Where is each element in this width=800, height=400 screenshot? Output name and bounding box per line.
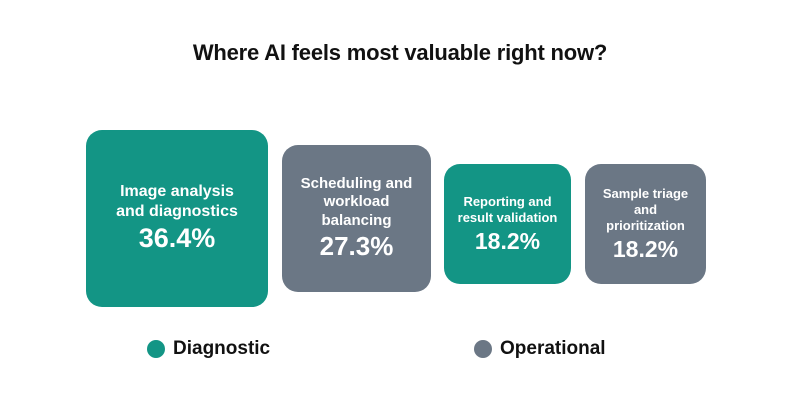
operational-dot-icon: [474, 340, 492, 358]
diagnostic-dot-icon: [147, 340, 165, 358]
box-value: 18.2%: [612, 235, 679, 262]
box-label: Reporting and result validation: [457, 193, 558, 225]
box-image-analysis: Image analysis and diagnostics 36.4%: [86, 130, 268, 307]
box-value: 18.2%: [474, 227, 541, 254]
box-value: 27.3%: [319, 231, 394, 261]
box-value: 36.4%: [138, 223, 216, 254]
box-label: Scheduling and workload balancing: [300, 175, 413, 229]
legend-diagnostic: Diagnostic: [147, 338, 270, 360]
chart-title: Where AI feels most valuable right now?: [192, 40, 608, 65]
box-label: Sample triage and prioritization: [602, 185, 689, 233]
legend-label: Operational: [500, 338, 606, 359]
legend-operational: Operational: [474, 338, 606, 360]
box-scheduling: Scheduling and workload balancing 27.3%: [282, 145, 431, 292]
box-sample-triage: Sample triage and prioritization 18.2%: [585, 164, 706, 284]
box-reporting: Reporting and result validation 18.2%: [444, 164, 571, 284]
legend-label: Diagnostic: [173, 338, 271, 359]
box-label: Image analysis and diagnostics: [116, 183, 238, 220]
